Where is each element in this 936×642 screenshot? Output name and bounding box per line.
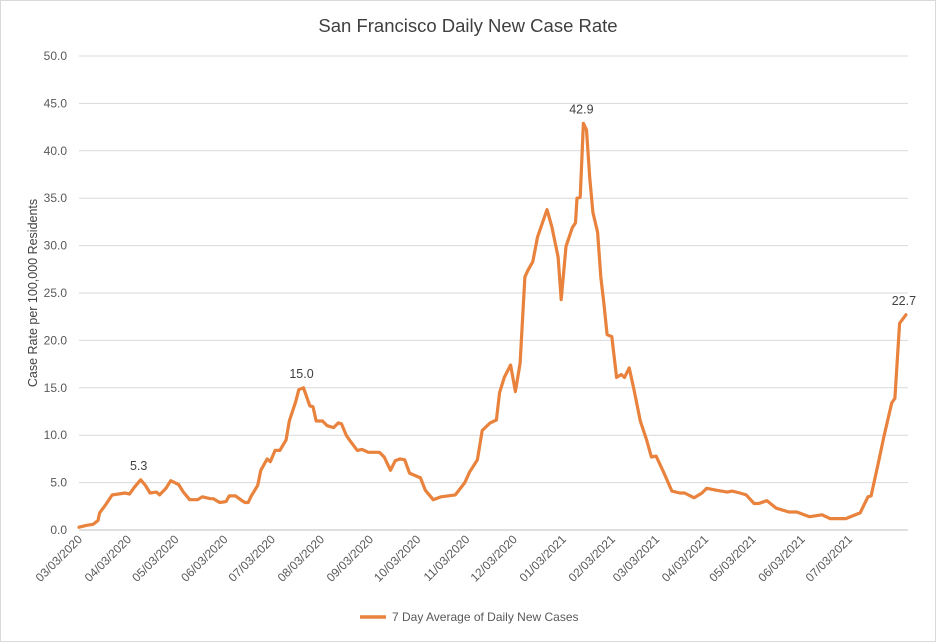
y-tick-labels: 0.0 5.0 10.0 15.0 20.0 25.0 30.0 35.0 40.0 45.0 50…: [44, 49, 68, 537]
y-tick-label: 40.0: [44, 144, 68, 158]
x-tick-label: 02/03/2021: [566, 532, 619, 585]
x-tick-label: 05/03/2021: [706, 532, 759, 585]
y-tick-label: 45.0: [44, 96, 68, 110]
data-label: 15.0: [289, 367, 313, 381]
series-line: [77, 121, 908, 529]
x-tick-label: 06/03/2020: [178, 532, 231, 585]
y-tick-label: 25.0: [44, 286, 68, 300]
x-tick-label: 10/03/2020: [371, 532, 424, 585]
x-tick-label: 01/03/2021: [517, 532, 570, 585]
x-tick-label: 03/03/2021: [610, 532, 663, 585]
x-tick-labels: 03/03/202004/03/202005/03/202006/03/2020…: [33, 532, 856, 585]
x-tick-label: 03/03/2020: [33, 532, 86, 585]
y-tick-label: 0.0: [50, 523, 67, 537]
y-tick-label: 30.0: [44, 239, 68, 253]
x-tick-label: 08/03/2020: [275, 532, 328, 585]
data-label: 22.7: [892, 294, 916, 308]
y-tick-label: 10.0: [44, 428, 68, 442]
legend-label: 7 Day Average of Daily New Cases: [392, 610, 579, 624]
y-axis-label: Case Rate per 100,000 Residents: [26, 199, 40, 387]
y-tick-label: 20.0: [44, 333, 68, 347]
data-label: 5.3: [130, 459, 147, 473]
chart-title: San Francisco Daily New Case Rate: [318, 15, 617, 36]
x-tick-label: 07/03/2021: [803, 532, 856, 585]
x-tick-label: 11/03/2020: [421, 532, 473, 584]
x-tick-label: 12/03/2020: [468, 532, 521, 585]
data-label: 42.9: [569, 102, 593, 116]
x-tick-label: 05/03/2020: [129, 532, 182, 585]
y-tick-label: 35.0: [44, 191, 68, 205]
x-tick-label: 04/03/2020: [82, 532, 135, 585]
x-tick-label: 06/03/2021: [755, 532, 808, 585]
data-labels: 5.3 15.0 42.9 22.7: [130, 102, 916, 472]
x-tick-label: 04/03/2021: [659, 532, 712, 585]
series-group: [77, 121, 908, 529]
legend: 7 Day Average of Daily New Cases: [360, 610, 579, 624]
gridlines: [79, 55, 908, 531]
y-tick-label: 15.0: [44, 381, 68, 395]
x-tick-label: 09/03/2020: [324, 532, 377, 585]
x-tick-label: 07/03/2020: [226, 532, 279, 585]
y-tick-label: 5.0: [50, 476, 67, 490]
y-tick-label: 50.0: [44, 49, 68, 63]
